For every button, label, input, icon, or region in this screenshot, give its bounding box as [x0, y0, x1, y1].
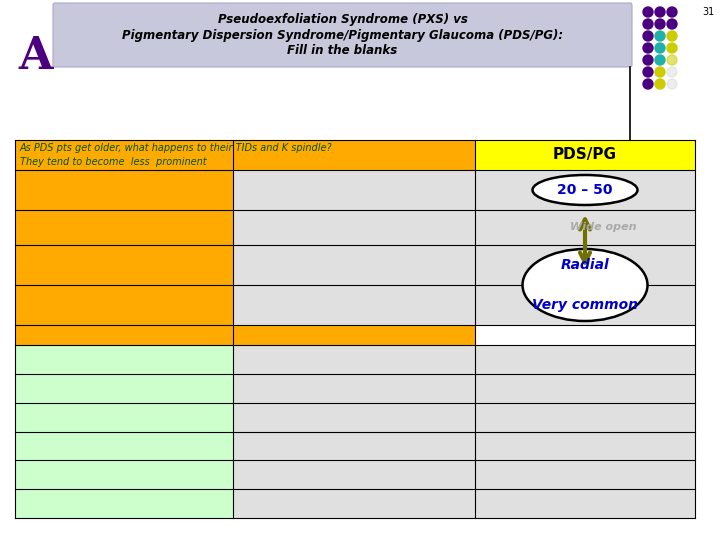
- Bar: [15, 431, 233, 460]
- Circle shape: [655, 67, 665, 77]
- Text: A: A: [18, 35, 53, 78]
- Circle shape: [667, 67, 677, 77]
- Bar: [233, 170, 475, 210]
- Text: Very common: Very common: [532, 298, 638, 312]
- Text: Wide open: Wide open: [570, 222, 636, 233]
- Bar: [15, 403, 233, 431]
- Bar: [233, 374, 475, 403]
- Ellipse shape: [523, 249, 647, 321]
- Bar: [475, 460, 695, 489]
- Bar: [475, 489, 695, 518]
- Circle shape: [655, 7, 665, 17]
- FancyBboxPatch shape: [53, 3, 632, 67]
- Circle shape: [643, 55, 653, 65]
- Circle shape: [643, 43, 653, 53]
- Text: Pseudoexfoliation Syndrome (PXS) vs
Pigmentary Dispersion Syndrome/Pigmentary Gl: Pseudoexfoliation Syndrome (PXS) vs Pigm…: [122, 14, 563, 57]
- Text: 20 – 50: 20 – 50: [557, 183, 613, 197]
- Bar: [233, 403, 475, 431]
- Text: Radial: Radial: [561, 258, 609, 272]
- Bar: [15, 345, 233, 374]
- Text: As PDS pts get older, what happens to their TIDs and K spindle?: As PDS pts get older, what happens to th…: [20, 143, 333, 153]
- Circle shape: [643, 67, 653, 77]
- Ellipse shape: [533, 175, 637, 205]
- Bar: [233, 210, 475, 245]
- Circle shape: [667, 43, 677, 53]
- Text: They tend to become  less  prominent: They tend to become less prominent: [20, 157, 207, 167]
- Circle shape: [655, 31, 665, 41]
- Circle shape: [667, 31, 677, 41]
- Circle shape: [643, 19, 653, 29]
- Bar: [475, 210, 695, 245]
- Bar: [233, 345, 475, 374]
- Bar: [233, 460, 475, 489]
- Bar: [233, 489, 475, 518]
- Bar: [475, 403, 695, 431]
- Bar: [233, 285, 475, 325]
- Circle shape: [655, 55, 665, 65]
- Bar: [475, 374, 695, 403]
- Circle shape: [643, 79, 653, 89]
- Bar: [233, 245, 475, 285]
- Bar: [475, 170, 695, 210]
- Circle shape: [667, 7, 677, 17]
- Bar: [475, 431, 695, 460]
- Bar: [475, 245, 695, 285]
- Circle shape: [667, 19, 677, 29]
- Text: 31: 31: [703, 7, 715, 17]
- Bar: [15, 460, 233, 489]
- Circle shape: [643, 31, 653, 41]
- Circle shape: [667, 79, 677, 89]
- Circle shape: [655, 79, 665, 89]
- Bar: [15, 140, 475, 345]
- Circle shape: [643, 7, 653, 17]
- Bar: [15, 489, 233, 518]
- Bar: [475, 285, 695, 325]
- Text: PDS/PG: PDS/PG: [553, 147, 617, 163]
- Circle shape: [667, 55, 677, 65]
- Bar: [233, 431, 475, 460]
- Circle shape: [655, 19, 665, 29]
- Bar: [15, 374, 233, 403]
- Bar: [475, 140, 695, 170]
- Bar: [475, 345, 695, 374]
- Circle shape: [655, 43, 665, 53]
